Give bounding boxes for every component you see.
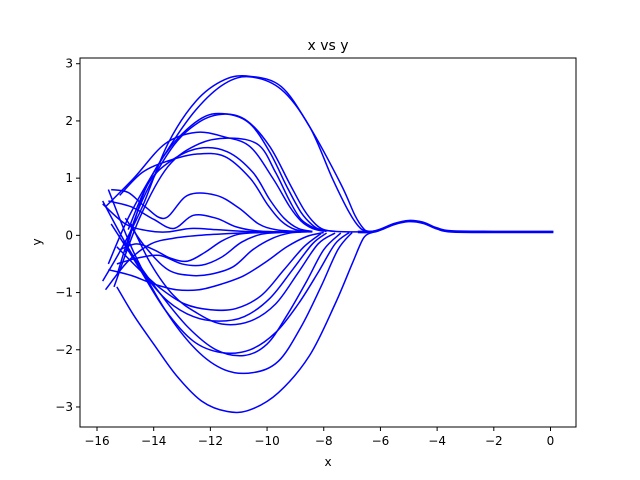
series-line-5 [104,131,324,233]
series-line-8 [119,152,310,233]
series-layer [102,75,554,414]
x-tick-label: −14 [141,434,166,448]
series-tail-3 [357,220,554,234]
series-line-14 [116,231,302,267]
series-line-15 [124,217,307,277]
y-tick-label: 2 [65,114,73,128]
y-tick-label: 3 [65,57,73,71]
y-tick-label: 0 [65,228,73,242]
y-tick-label: −2 [55,343,73,357]
series-line-7 [127,146,313,233]
series-line-10 [108,200,279,233]
series-line-22 [107,189,353,375]
y-tick-label: −3 [55,400,73,414]
x-tick-label: −16 [84,434,109,448]
series-line-4 [124,112,336,253]
series-line-6 [113,137,327,288]
x-axis-label: x [324,455,331,469]
series-line-19 [130,223,336,326]
x-tick-label: 0 [547,434,555,448]
y-tick-label: −1 [55,286,73,300]
series-line-20 [102,200,342,357]
x-tick-label: −10 [254,434,279,448]
x-tick-label: −6 [372,434,390,448]
y-axis-label: y [30,238,44,245]
x-tick-label: −12 [198,434,223,448]
axes-frame [79,57,577,428]
y-tick-label: 1 [65,171,73,185]
x-axis: −16 −14 −12 −10 −8 −6 −4 −2 0 [84,427,554,448]
y-axis: −3 −2 −1 0 1 2 3 [55,57,80,414]
chart-title: x vs y [307,38,348,54]
plot-area [79,57,577,428]
x-tick-label: −8 [315,434,333,448]
x-tick-label: −2 [485,434,503,448]
series-line-9 [111,188,313,233]
series-line-23 [116,231,373,414]
x-tick-label: −4 [428,434,446,448]
